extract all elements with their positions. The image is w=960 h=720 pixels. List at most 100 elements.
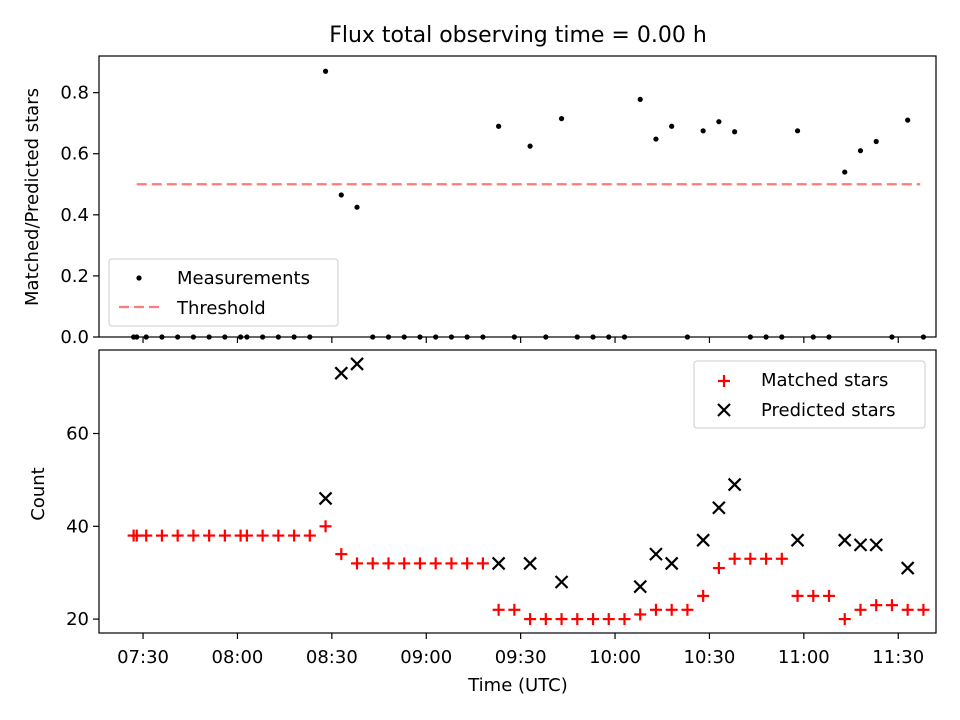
measurement-point [175,334,181,340]
measurement-point [669,123,675,129]
measurement-point [275,334,281,340]
measurement-point [763,334,769,340]
matched-star-point [618,613,631,626]
x-tick-label: 10:30 [684,647,736,668]
top-y-tick-label: 0.2 [60,266,89,287]
bottom-panel: 20 40 60 Count 07:30 08:00 08:30 09:00 09:30 10… [28,349,937,696]
matched-star-point [649,603,662,616]
predicted-star-point [727,477,742,492]
measurement-point [637,96,643,102]
predicted-star-point [869,538,883,552]
measurement-point [716,119,722,125]
predicted-star-point [790,533,805,547]
chart-title: Flux total observing time = 0.00 h [329,23,707,48]
measurement-point [322,68,329,74]
bottom-legend-box [693,360,926,429]
measurement-points [131,68,927,340]
predicted-star-point [853,538,868,552]
measurement-point [464,334,470,340]
legend-measurements-marker [136,275,142,281]
measurement-point [527,143,533,149]
legend-threshold-label: Threshold [176,298,266,319]
matched-star-point [885,599,898,612]
matched-star-point [744,552,757,565]
matched-star-point [382,557,395,570]
matched-star-point [272,529,285,542]
count-points [127,357,930,626]
measurement-point [873,138,879,145]
measurement-point [190,334,196,340]
measurement-point [920,334,927,340]
top-x-ticks [142,337,899,343]
measurement-point [543,334,549,340]
measurement-point [794,128,801,134]
matched-star-point [524,613,537,626]
measurement-point [810,334,816,340]
predicted-star-point [318,491,333,506]
measurement-point [370,334,376,340]
predicted-star-point [350,357,364,371]
measurement-point [653,136,659,142]
x-axis-label: Time (UTC) [467,675,568,696]
measurement-point [606,334,612,340]
matched-star-point [681,603,694,616]
measurement-point [206,334,212,340]
measurement-point [134,334,140,340]
predicted-star-point [696,533,710,547]
matched-star-point [775,552,788,565]
legend-matched-label: Matched stars [761,370,888,391]
matched-star-point [240,529,253,542]
measurement-point [159,334,165,340]
predicted-star-point [900,561,915,575]
legend-measurements-label: Measurements [177,268,310,289]
measurement-point [237,334,244,340]
top-panel: 0.00.20.40.60.8 Matched/Predicted stars … [22,55,937,348]
measurement-point [385,334,392,340]
measurement-point [732,129,738,135]
matched-star-point [760,552,773,565]
matched-star-point [854,603,867,616]
x-tick-label: 09:00 [400,647,452,668]
matched-star-point [555,613,568,626]
measurement-point [684,334,691,340]
matched-star-point [429,557,442,570]
matched-star-point [398,557,411,570]
matched-star-point [539,613,552,626]
top-y-tick-label: 0.8 [60,83,89,104]
predicted-star-point [334,366,349,380]
matched-star-point [728,552,741,565]
measurement-point [574,334,580,340]
measurement-point [558,116,565,122]
matched-star-point [712,562,725,575]
bottom-y-tick-label: 20 [66,609,89,630]
matched-star-point [791,589,804,602]
x-tick-label: 11:30 [872,647,924,668]
measurement-point [842,169,848,175]
matched-star-point [351,557,364,570]
measurement-point [354,204,360,210]
matched-star-point [492,603,505,616]
measurement-point [700,128,706,134]
matched-star-point [140,529,153,542]
measurement-point [222,334,228,340]
matched-star-point [917,603,930,616]
measurement-point [417,334,423,340]
top-y-tick-label: 0.6 [60,144,89,165]
measurement-point [590,334,596,340]
measurement-point [244,334,250,340]
matched-star-point [634,608,647,621]
x-tick-label: 10:00 [589,647,641,668]
measurement-point [338,192,344,198]
matched-star-point [187,529,200,542]
measurement-point [826,334,832,340]
x-tick-label: 07:30 [117,647,169,668]
bottom-y-tick-label: 60 [66,424,89,445]
measurement-point [307,334,313,340]
top-y-tick-label: 0.0 [60,327,89,348]
bottom-x-axis: 07:30 08:00 08:30 09:00 09:30 10:00 10:30 11:00… [117,633,924,668]
matched-star-point [218,529,231,542]
matched-star-point [256,529,269,542]
x-tick-label: 08:00 [212,647,264,668]
matched-star-point [823,589,836,602]
